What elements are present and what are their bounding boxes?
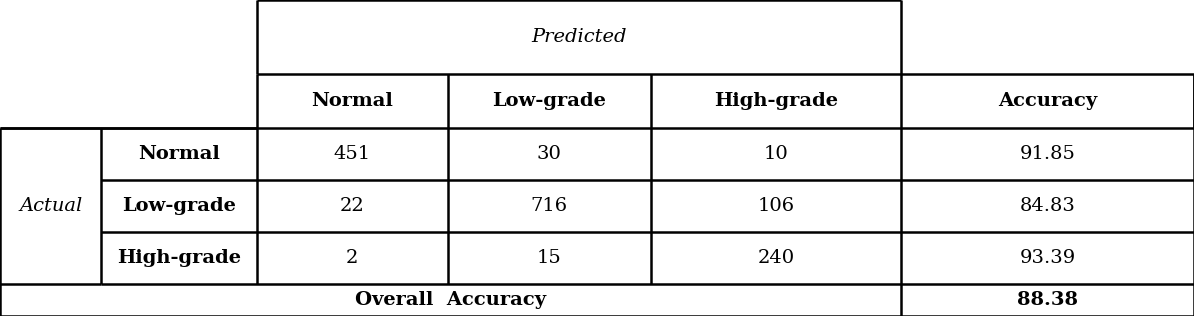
Text: 2: 2 [346,249,358,267]
Text: 240: 240 [757,249,795,267]
Text: 30: 30 [537,145,561,163]
Text: High-grade: High-grade [714,92,838,110]
Text: 93.39: 93.39 [1020,249,1076,267]
Text: Actual: Actual [19,197,82,215]
Text: 91.85: 91.85 [1020,145,1076,163]
Text: 84.83: 84.83 [1020,197,1076,215]
Text: Low-grade: Low-grade [122,197,236,215]
Text: 22: 22 [340,197,364,215]
Text: Predicted: Predicted [531,28,627,46]
Text: Overall  Accuracy: Overall Accuracy [355,291,547,309]
Text: 10: 10 [764,145,788,163]
Text: Normal: Normal [312,92,393,110]
Text: Low-grade: Low-grade [492,92,607,110]
Text: Accuracy: Accuracy [998,92,1097,110]
Text: 716: 716 [530,197,568,215]
Text: High-grade: High-grade [117,249,241,267]
Text: 15: 15 [537,249,561,267]
Text: 106: 106 [757,197,795,215]
Text: 451: 451 [333,145,371,163]
Text: 88.38: 88.38 [1017,291,1078,309]
Text: Normal: Normal [139,145,220,163]
